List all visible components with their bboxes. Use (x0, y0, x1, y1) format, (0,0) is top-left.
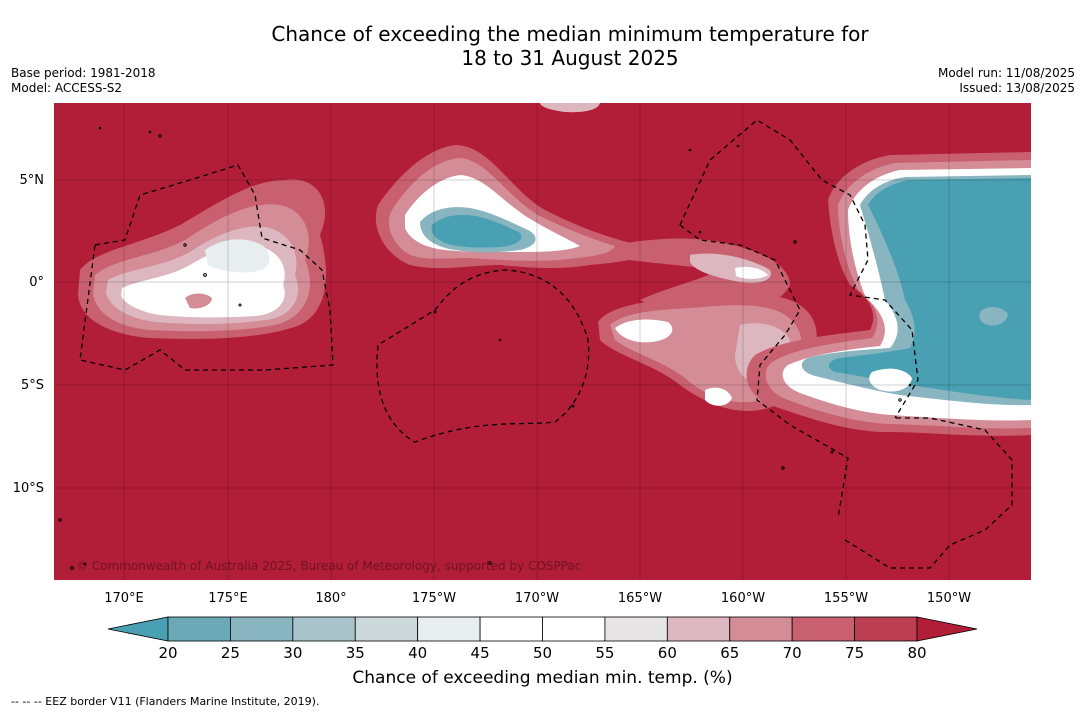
colorbar: 20 25 30 35 40 45 50 55 60 65 70 75 80 (107, 616, 978, 662)
colorbar-bin (542, 616, 606, 642)
colorbar-tick-label: 80 (907, 644, 926, 662)
meta-right: Model run: 11/08/2025 Issued: 13/08/2025 (938, 66, 1075, 96)
lon-labels: 170°E 175°E 180° 175°W 170°W 165°W 160°W… (104, 591, 971, 606)
lon-label: 170°W (515, 591, 559, 606)
model-name: Model: ACCESS-S2 (11, 81, 123, 95)
lon-label: 165°W (618, 591, 662, 606)
colorbar-bin (354, 616, 419, 642)
colorbar-bin (791, 616, 855, 642)
colorbar-bin (292, 616, 356, 642)
lon-label: 170°E (104, 591, 144, 606)
colorbar-bin (417, 616, 481, 642)
issued-date: Issued: 13/08/2025 (959, 81, 1075, 95)
colorbar-bin (479, 616, 543, 642)
colorbar-tick-label: 55 (595, 644, 614, 662)
north-anomaly (375, 145, 642, 269)
lon-label: 175°E (208, 591, 248, 606)
eez-legend-note: -- -- -- EEZ border V11 (Flanders Marine… (11, 695, 320, 708)
colorbar-extend-high (916, 616, 978, 642)
title-line-1: Chance of exceeding the median minimum t… (271, 22, 869, 46)
colorbar-bin (230, 616, 294, 642)
map-panel: © Commonwealth of Australia 2025, Bureau… (54, 103, 1031, 580)
colorbar-tick-label: 70 (783, 644, 802, 662)
east-anomaly (746, 152, 1031, 436)
colorbar-tick-label: 30 (283, 644, 302, 662)
colorbar-tick-label: 65 (720, 644, 739, 662)
colorbar-bin (729, 616, 793, 642)
model-run: Model run: 11/08/2025 (937, 66, 1075, 80)
title-line-2: 18 to 31 August 2025 (461, 46, 679, 70)
lon-label: 175°W (412, 591, 456, 606)
colorbar-tick-label: 40 (408, 644, 427, 662)
lat-label: 5°S (21, 378, 44, 393)
colorbar-tick-label: 25 (221, 644, 240, 662)
base-period: Base period: 1981-2018 (11, 66, 156, 80)
eez-borders (79, 119, 1013, 569)
colorbar-extend-low (107, 616, 169, 642)
lon-label: 180° (315, 591, 346, 606)
copyright-notice: © Commonwealth of Australia 2025, Bureau… (76, 559, 581, 573)
north-edge-patch (540, 103, 600, 113)
lon-label: 150°W (927, 591, 971, 606)
colorbar-bin (167, 616, 231, 642)
west-anomaly (78, 179, 326, 339)
probability-field (78, 103, 1031, 436)
colorbar-tick-label: 20 (158, 644, 177, 662)
colorbar-bin (666, 616, 731, 642)
lon-label: 160°W (721, 591, 765, 606)
colorbar-bin (854, 616, 918, 642)
islands (58, 126, 912, 570)
lon-label: 155°W (824, 591, 868, 606)
colorbar-tick-label: 45 (471, 644, 490, 662)
colorbar-title: Chance of exceeding median min. temp. (%… (352, 668, 733, 688)
colorbar-tick-label: 35 (346, 644, 365, 662)
colorbar-tick-label: 75 (845, 644, 864, 662)
colorbar-bin (604, 616, 668, 642)
lat-label: 5°N (20, 173, 45, 188)
map-gridlines (54, 103, 1031, 580)
lat-labels: 5°N 0° 5°S 10°S (13, 173, 44, 496)
colorbar-tick-label: 60 (658, 644, 677, 662)
lat-label: 10°S (13, 481, 44, 496)
map-title: Chance of exceeding the median minimum t… (0, 22, 1085, 70)
meta-left: Base period: 1981-2018 Model: ACCESS-S2 (11, 66, 156, 96)
colorbar-tick-label: 50 (533, 644, 552, 662)
lat-label: 0° (29, 275, 44, 290)
